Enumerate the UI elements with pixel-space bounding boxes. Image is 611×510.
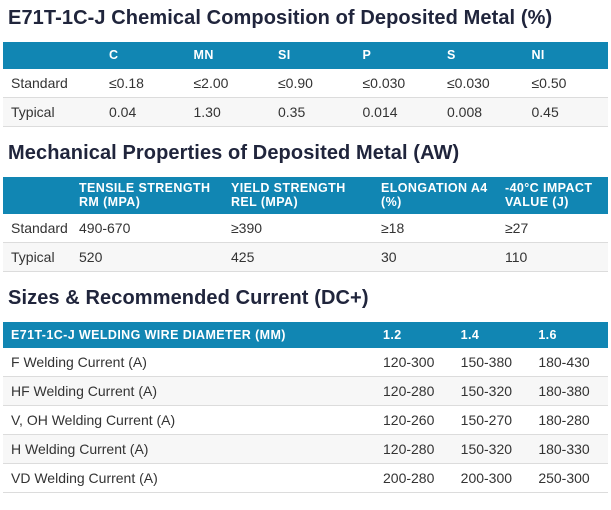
value-cell: 0.04	[101, 97, 186, 127]
value-cell: 180-380	[530, 376, 608, 406]
value-cell: ≥18	[373, 213, 497, 243]
value-cell: 425	[223, 242, 373, 272]
value-cell: 30	[373, 242, 497, 272]
value-cell: 110	[497, 242, 608, 272]
row-label-cell: V, OH Welding Current (A)	[3, 405, 375, 435]
value-cell: 180-430	[530, 348, 608, 377]
value-cell: ≤0.18	[101, 68, 186, 98]
row-label-cell: H Welding Current (A)	[3, 434, 375, 464]
value-cell: 120-300	[375, 348, 453, 377]
column-header-cell: E71T-1C-J WELDING WIRE DIAMETER (MM)	[3, 321, 375, 348]
column-header-cell	[3, 42, 101, 69]
section-title-mechanical-properties: Mechanical Properties of Deposited Metal…	[8, 141, 460, 164]
chemical-composition-table: C MN SI P S NI Standard ≤0.18 ≤2.00 ≤0.9…	[3, 42, 608, 127]
column-header-cell: -40°C IMPACT VALUE (J)	[497, 176, 608, 214]
column-header-cell: 1.6	[530, 321, 608, 348]
sizes-current-table: E71T-1C-J WELDING WIRE DIAMETER (MM) 1.2…	[3, 321, 608, 493]
value-cell: 520	[71, 242, 223, 272]
table-row: HF Welding Current (A) 120-280 150-320 1…	[3, 376, 608, 406]
value-cell: 150-320	[452, 434, 531, 464]
section-sizes-current: Sizes & Recommended Current (DC+) E71T-1…	[3, 286, 608, 493]
row-label-cell: Standard	[3, 68, 101, 98]
value-cell: 120-280	[375, 376, 453, 406]
value-cell: ≥27	[497, 213, 608, 243]
value-cell: 120-260	[375, 405, 453, 435]
table-header-row: C MN SI P S NI	[3, 42, 608, 69]
column-header-cell: TENSILE STRENGTH RM (MPA)	[71, 176, 223, 214]
row-label-cell: Typical	[3, 242, 71, 272]
value-cell: 150-320	[452, 376, 531, 406]
column-header-cell: MN	[185, 42, 270, 69]
table-row: Standard 490-670 ≥390 ≥18 ≥27	[3, 213, 608, 243]
mechanical-properties-table: TENSILE STRENGTH RM (MPA) YIELD STRENGTH…	[3, 176, 608, 272]
row-label-cell: VD Welding Current (A)	[3, 463, 375, 493]
row-label-cell: Typical	[3, 97, 101, 127]
value-cell: ≤0.030	[354, 68, 439, 98]
value-cell: ≤0.90	[270, 68, 355, 98]
column-header-cell: NI	[523, 42, 608, 69]
table-header-row: E71T-1C-J WELDING WIRE DIAMETER (MM) 1.2…	[3, 321, 608, 348]
value-cell: 200-300	[452, 463, 531, 493]
table-row: Typical 0.04 1.30 0.35 0.014 0.008 0.45	[3, 97, 608, 127]
column-header-cell: ELONGATION A4 (%)	[373, 176, 497, 214]
section-title-sizes-current: Sizes & Recommended Current (DC+)	[8, 286, 369, 309]
section-mechanical-properties: Mechanical Properties of Deposited Metal…	[3, 142, 608, 272]
row-label-cell: HF Welding Current (A)	[3, 376, 375, 406]
table-row: Standard ≤0.18 ≤2.00 ≤0.90 ≤0.030 ≤0.030…	[3, 68, 608, 98]
section-chemical-composition: E71T-1C-J Chemical Composition of Deposi…	[3, 7, 608, 127]
table-row: F Welding Current (A) 120-300 150-380 18…	[3, 348, 608, 377]
value-cell: 180-280	[530, 405, 608, 435]
table-row: VD Welding Current (A) 200-280 200-300 2…	[3, 463, 608, 493]
row-label-cell: Standard	[3, 213, 71, 243]
value-cell: 490-670	[71, 213, 223, 243]
value-cell: 1.30	[185, 97, 270, 127]
table-row: Typical 520 425 30 110	[3, 242, 608, 272]
table-row: H Welding Current (A) 120-280 150-320 18…	[3, 434, 608, 464]
value-cell: ≤2.00	[185, 68, 270, 98]
column-header-cell: 1.2	[375, 321, 453, 348]
value-cell: ≥390	[223, 213, 373, 243]
value-cell: ≤0.030	[439, 68, 524, 98]
value-cell: 150-380	[452, 348, 531, 377]
value-cell: 0.014	[354, 97, 439, 127]
product-spec-page: E71T-1C-J Chemical Composition of Deposi…	[0, 7, 611, 493]
value-cell: ≤0.50	[523, 68, 608, 98]
column-header-cell: YIELD STRENGTH REL (MPA)	[223, 176, 373, 214]
value-cell: 0.45	[523, 97, 608, 127]
value-cell: 120-280	[375, 434, 453, 464]
value-cell: 0.35	[270, 97, 355, 127]
column-header-cell: C	[101, 42, 186, 69]
column-header-cell: P	[354, 42, 439, 69]
value-cell: 200-280	[375, 463, 453, 493]
value-cell: 250-300	[530, 463, 608, 493]
table-row: V, OH Welding Current (A) 120-260 150-27…	[3, 405, 608, 435]
column-header-cell	[3, 176, 71, 214]
column-header-cell: SI	[270, 42, 355, 69]
value-cell: 150-270	[452, 405, 531, 435]
row-label-cell: F Welding Current (A)	[3, 348, 375, 377]
column-header-cell: S	[439, 42, 524, 69]
value-cell: 0.008	[439, 97, 524, 127]
section-title-chemical-composition: E71T-1C-J Chemical Composition of Deposi…	[8, 7, 553, 29]
column-header-cell: 1.4	[452, 321, 531, 348]
value-cell: 180-330	[530, 434, 608, 464]
table-header-row: TENSILE STRENGTH RM (MPA) YIELD STRENGTH…	[3, 176, 608, 214]
